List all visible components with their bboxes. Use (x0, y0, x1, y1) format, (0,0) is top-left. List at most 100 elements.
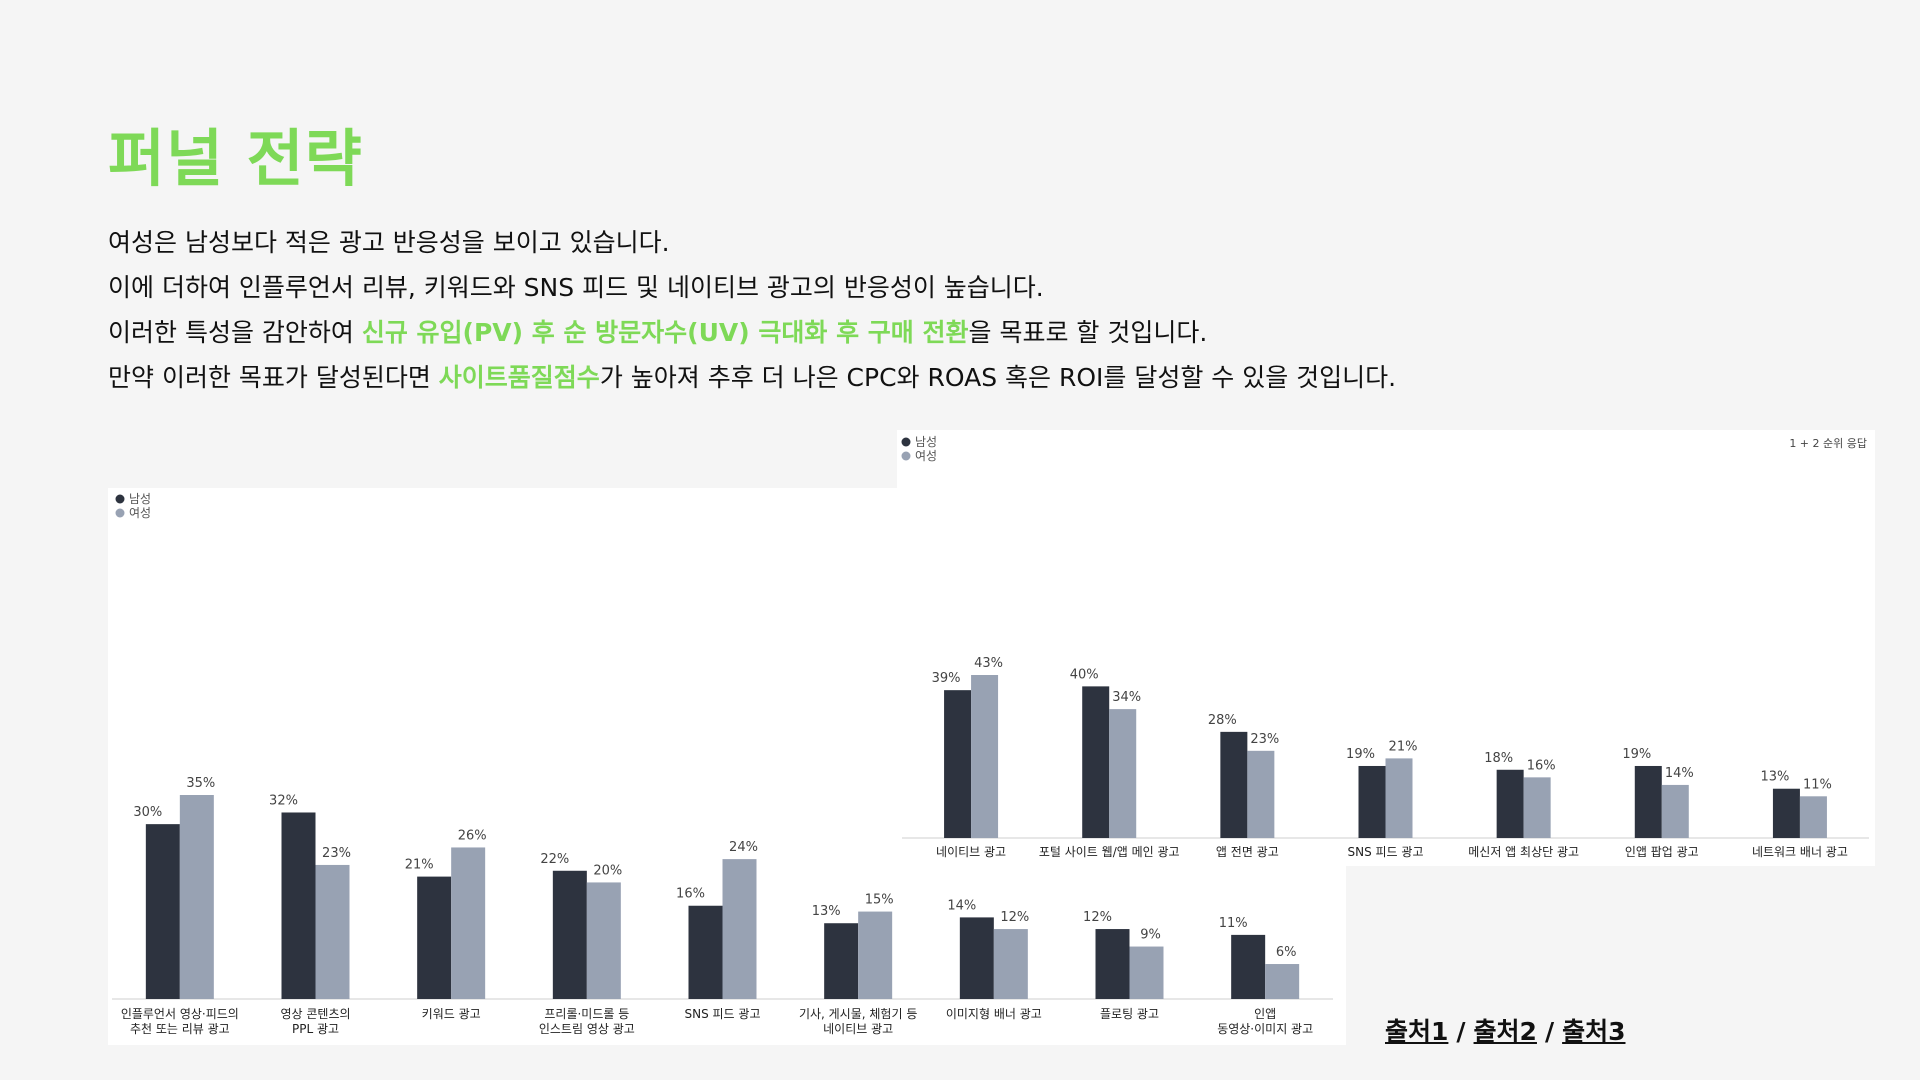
category-label: 메신저 앱 최상단 광고 (1468, 845, 1579, 859)
data-label: 19% (1346, 747, 1375, 762)
data-label: 11% (1803, 777, 1832, 792)
category-label: 이미지형 배너 광고 (946, 1007, 1042, 1021)
source-separator: / (1544, 1017, 1555, 1046)
category-label: PPL 광고 (292, 1022, 339, 1036)
data-label: 12% (1000, 910, 1029, 925)
data-label: 15% (865, 893, 894, 908)
bar-male (281, 812, 316, 999)
bar-female (858, 911, 893, 999)
source-link-3[interactable]: 출처3 (1562, 1017, 1626, 1046)
source-link-2[interactable]: 출처2 (1473, 1017, 1537, 1046)
category-label: 프리롤·미드롤 등 (544, 1007, 629, 1021)
bar-male (1358, 765, 1386, 838)
bar-female (1109, 709, 1137, 838)
legend-label-male: 남성 (129, 492, 151, 506)
category-label: 추천 또는 리뷰 광고 (130, 1021, 230, 1036)
category-label: 인앱 (1254, 1007, 1276, 1021)
category-label: 네이티브 광고 (936, 845, 1006, 859)
bar-male (1634, 765, 1662, 838)
description-line-2: 이에 더하여 인플루언서 리뷰, 키워드와 SNS 피드 및 네이티브 광고의 … (108, 265, 1808, 310)
line-3-highlight: 신규 유입(PV) 후 순 방문자수(UV) 극대화 후 구매 전환 (361, 318, 969, 347)
bar-male (552, 870, 587, 999)
chart-ad-response-right: 남성 여성 1 + 2 순위 응답 39% 43% 네이티브 광고 40% 34% 포털 사이트… (897, 430, 1875, 866)
data-label: 23% (322, 846, 351, 861)
bar-female (1265, 964, 1300, 999)
data-label: 30% (133, 805, 162, 820)
data-label: 18% (1484, 751, 1513, 766)
category-label: 앱 전면 광고 (1216, 845, 1279, 859)
sources: 출처1/출처2/출처3 (1385, 1012, 1626, 1048)
category-label: 인스트림 영상 광고 (539, 1022, 635, 1036)
bar-male (417, 876, 452, 999)
bar-female (1799, 796, 1827, 838)
bar-female (1129, 946, 1164, 999)
data-label: 20% (593, 863, 622, 878)
data-label: 22% (540, 852, 569, 867)
data-label: 12% (1083, 910, 1112, 925)
data-label: 39% (932, 671, 961, 686)
legend-swatch-female (115, 508, 125, 518)
legend-label-female: 여성 (129, 506, 151, 520)
line-4-text-a: 만약 이러한 목표가 달성된다면 (108, 363, 439, 392)
category-label: 동영상·이미지 광고 (1217, 1022, 1313, 1036)
description: 여성은 남성보다 적은 광고 반응성을 보이고 있습니다. 이에 더하여 인플루… (108, 220, 1808, 400)
data-label: 40% (1070, 667, 1099, 682)
bar-female (315, 864, 350, 999)
bar-female (1661, 784, 1689, 838)
data-label: 13% (812, 904, 841, 919)
legend-swatch-male (115, 494, 125, 504)
bar-female (993, 929, 1028, 999)
bar-female (179, 795, 214, 999)
description-line-3: 이러한 특성을 감안하여 신규 유입(PV) 후 순 방문자수(UV) 극대화 … (108, 310, 1808, 355)
data-label: 9% (1140, 928, 1161, 943)
bar-male (1220, 731, 1248, 838)
bar-female (1247, 750, 1275, 838)
bar-female (586, 882, 621, 999)
bar-male (145, 824, 180, 999)
data-label: 34% (1112, 690, 1141, 705)
bar-male (1082, 686, 1110, 838)
source-separator: / (1456, 1017, 1466, 1046)
line-4-highlight: 사이트품질점수 (438, 363, 600, 392)
data-label: 13% (1760, 770, 1789, 785)
legend-swatch-male (901, 437, 911, 447)
category-label: 네트워크 배너 광고 (1752, 845, 1848, 859)
description-line-1: 여성은 남성보다 적은 광고 반응성을 보이고 있습니다. (108, 220, 1808, 265)
bar-male (1095, 929, 1130, 999)
legend-label-male: 남성 (915, 435, 937, 449)
data-label: 6% (1276, 945, 1297, 960)
category-label: 영상 콘텐츠의 (280, 1007, 350, 1021)
legend-swatch-female (901, 451, 911, 461)
bar-male (824, 923, 859, 999)
data-label: 35% (186, 776, 215, 791)
category-label: 기사, 게시물, 체험기 등 (799, 1007, 917, 1021)
category-label: 인플루언서 영상·피드의 (121, 1007, 239, 1021)
bar-male (1772, 788, 1800, 838)
source-link-1[interactable]: 출처1 (1385, 1017, 1449, 1046)
data-label: 14% (1665, 766, 1694, 781)
data-label: 43% (974, 656, 1003, 671)
line-2-text: 이에 더하여 인플루언서 리뷰, 키워드와 SNS 피드 및 네이티브 광고의 … (108, 273, 1044, 302)
bar-male (688, 905, 723, 999)
data-label: 11% (1219, 916, 1248, 931)
bar-female (451, 847, 486, 999)
category-label: 키워드 광고 (422, 1007, 481, 1021)
data-label: 21% (1389, 739, 1418, 754)
category-label: SNS 피드 광고 (1347, 845, 1423, 859)
data-label: 32% (269, 793, 298, 808)
line-3-text-b: 을 목표로 할 것입니다. (968, 318, 1208, 347)
description-line-4: 만약 이러한 목표가 달성된다면 사이트품질점수가 높아져 추후 더 나은 CP… (108, 355, 1808, 400)
chart-note: 1 + 2 순위 응답 (1789, 437, 1867, 450)
data-label: 16% (1527, 758, 1556, 773)
page-title: 퍼널 전략 (108, 122, 363, 195)
data-label: 14% (947, 898, 976, 913)
category-label: 네이티브 광고 (823, 1022, 893, 1036)
data-label: 21% (405, 858, 434, 873)
bar-female (722, 859, 757, 999)
category-label: 포털 사이트 웹/앱 메인 광고 (1039, 845, 1180, 859)
category-label: 인앱 팝업 광고 (1625, 845, 1699, 859)
data-label: 19% (1622, 747, 1651, 762)
data-label: 23% (1250, 732, 1279, 747)
